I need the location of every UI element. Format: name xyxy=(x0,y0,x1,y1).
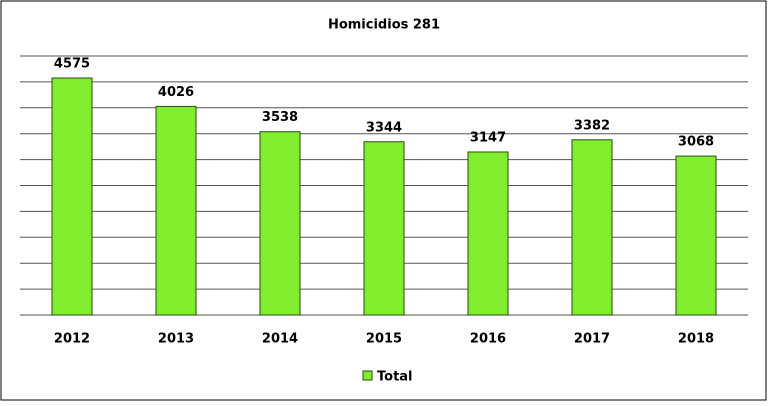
bar xyxy=(675,155,717,316)
legend-swatch xyxy=(362,370,373,381)
value-label: 3068 xyxy=(678,135,714,150)
bar xyxy=(51,77,93,316)
x-tick-label: 2012 xyxy=(54,332,90,347)
x-tick-label: 2016 xyxy=(470,332,506,347)
value-label: 3147 xyxy=(470,130,506,145)
bar xyxy=(155,105,197,316)
bar xyxy=(467,151,509,316)
bar xyxy=(571,139,613,316)
legend-label: Total xyxy=(377,370,413,385)
value-label: 4026 xyxy=(158,85,194,100)
x-tick-label: 2015 xyxy=(366,332,402,347)
value-label: 3538 xyxy=(262,110,298,125)
x-tick-label: 2018 xyxy=(678,332,714,347)
bar xyxy=(363,141,405,316)
chart-title: Homicidios 281 xyxy=(328,18,440,33)
x-tick-label: 2013 xyxy=(158,332,194,347)
value-label: 3382 xyxy=(574,118,610,133)
x-tick-label: 2017 xyxy=(574,332,610,347)
value-label: 3344 xyxy=(366,120,402,135)
x-tick-label: 2014 xyxy=(262,332,298,347)
bar xyxy=(259,131,301,316)
value-label: 4575 xyxy=(54,57,90,72)
